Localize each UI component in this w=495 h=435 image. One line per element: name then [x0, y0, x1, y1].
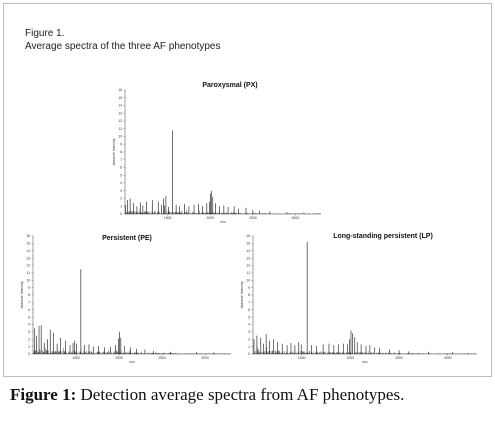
y-tick-label: 2: [28, 337, 30, 341]
x-tick-label: 2500: [395, 356, 403, 360]
y-tick-label: 5: [248, 315, 250, 319]
spectrum-baseline: [125, 208, 321, 214]
y-tick-label: 4: [120, 181, 122, 185]
chart-title: Long-standing persistent (LP): [333, 233, 433, 240]
x-tick-label: 2000: [347, 356, 355, 360]
y-tick-label: 14: [26, 249, 30, 253]
x-axis-label: m/z: [129, 360, 135, 364]
y-tick-label: 8: [248, 293, 250, 297]
chart-long-standing-persistent: Long-standing persistent (LP)01234567891…: [240, 233, 477, 364]
x-tick-label: 2000: [115, 356, 123, 360]
y-tick-label: 1: [120, 204, 122, 208]
y-tick-label: 15: [26, 242, 30, 246]
y-tick-label: 8: [28, 293, 30, 297]
y-axis-label: Absolute Intensity: [240, 281, 244, 308]
y-tick-label: 1: [28, 345, 30, 349]
x-tick-label: 2500: [158, 356, 166, 360]
y-tick-label: 14: [118, 104, 122, 108]
y-tick-label: 13: [118, 111, 122, 115]
figure-caption: Figure 1: Detection average spectra from…: [10, 385, 404, 405]
chart-paroxysmal: Paroxysmal (PX)0123456789101112131415161…: [112, 82, 321, 224]
y-tick-label: 2: [248, 337, 250, 341]
y-tick-label: 13: [246, 256, 250, 260]
y-tick-label: 7: [248, 301, 250, 305]
y-tick-label: 12: [246, 264, 250, 268]
figure-subheading: Average spectra of the three AF phenotyp…: [25, 41, 221, 52]
y-axis-label: Absolute Intensity: [20, 281, 24, 308]
chart-persistent: Persistent (PE)0123456789101112131415161…: [20, 234, 232, 364]
y-axis-label: Absolute Intensity: [112, 138, 116, 165]
y-tick-label: 7: [28, 301, 30, 305]
y-tick-label: 0: [248, 352, 250, 356]
y-tick-label: 16: [118, 88, 122, 92]
y-tick-label: 12: [26, 264, 30, 268]
y-tick-label: 16: [246, 234, 250, 238]
figure-frame: [3, 3, 492, 377]
y-tick-label: 10: [118, 135, 122, 139]
y-tick-label: 10: [26, 278, 30, 282]
y-tick-label: 7: [120, 158, 122, 162]
y-tick-label: 0: [120, 212, 122, 216]
x-axis-label: m/z: [220, 220, 226, 224]
y-tick-label: 4: [248, 323, 250, 327]
y-tick-label: 11: [118, 127, 122, 131]
x-tick-label: 3000: [292, 216, 300, 220]
y-tick-label: 2: [120, 197, 122, 201]
y-tick-label: 9: [28, 286, 30, 290]
y-tick-label: 10: [246, 278, 250, 282]
chart-title: Paroxysmal (PX): [202, 82, 257, 89]
spectrum-baseline: [33, 347, 232, 354]
y-tick-label: 5: [28, 315, 30, 319]
y-tick-label: 12: [118, 119, 122, 123]
x-tick-label: 3000: [201, 356, 209, 360]
y-tick-label: 11: [26, 271, 30, 275]
y-tick-label: 9: [120, 142, 122, 146]
y-tick-label: 6: [248, 308, 250, 312]
caption-prefix: Figure 1:: [10, 385, 77, 404]
x-tick-label: 1500: [72, 356, 80, 360]
x-axis-label: m/z: [362, 360, 368, 364]
y-tick-label: 0: [28, 352, 30, 356]
x-tick-label: 1500: [164, 216, 172, 220]
y-tick-label: 15: [246, 242, 250, 246]
y-tick-label: 3: [248, 330, 250, 334]
figure-heading: Figure 1.: [25, 28, 65, 39]
y-tick-label: 14: [246, 249, 250, 253]
y-tick-label: 11: [246, 271, 250, 275]
y-tick-label: 3: [28, 330, 30, 334]
y-tick-label: 4: [28, 323, 30, 327]
y-tick-label: 1: [248, 345, 250, 349]
chart-title: Persistent (PE): [102, 235, 152, 242]
y-tick-label: 8: [120, 150, 122, 154]
caption-text: Detection average spectra from AF phenot…: [76, 385, 405, 404]
x-tick-label: 2000: [206, 216, 214, 220]
y-tick-label: 5: [120, 173, 122, 177]
y-tick-label: 13: [26, 256, 30, 260]
y-tick-label: 3: [120, 189, 122, 193]
x-tick-label: 2500: [249, 216, 257, 220]
y-tick-label: 15: [118, 96, 122, 100]
x-tick-label: 3000: [444, 356, 452, 360]
y-tick-label: 6: [28, 308, 30, 312]
y-tick-label: 6: [120, 166, 122, 170]
y-tick-label: 16: [26, 234, 30, 238]
x-tick-label: 1500: [298, 356, 306, 360]
y-tick-label: 9: [248, 286, 250, 290]
